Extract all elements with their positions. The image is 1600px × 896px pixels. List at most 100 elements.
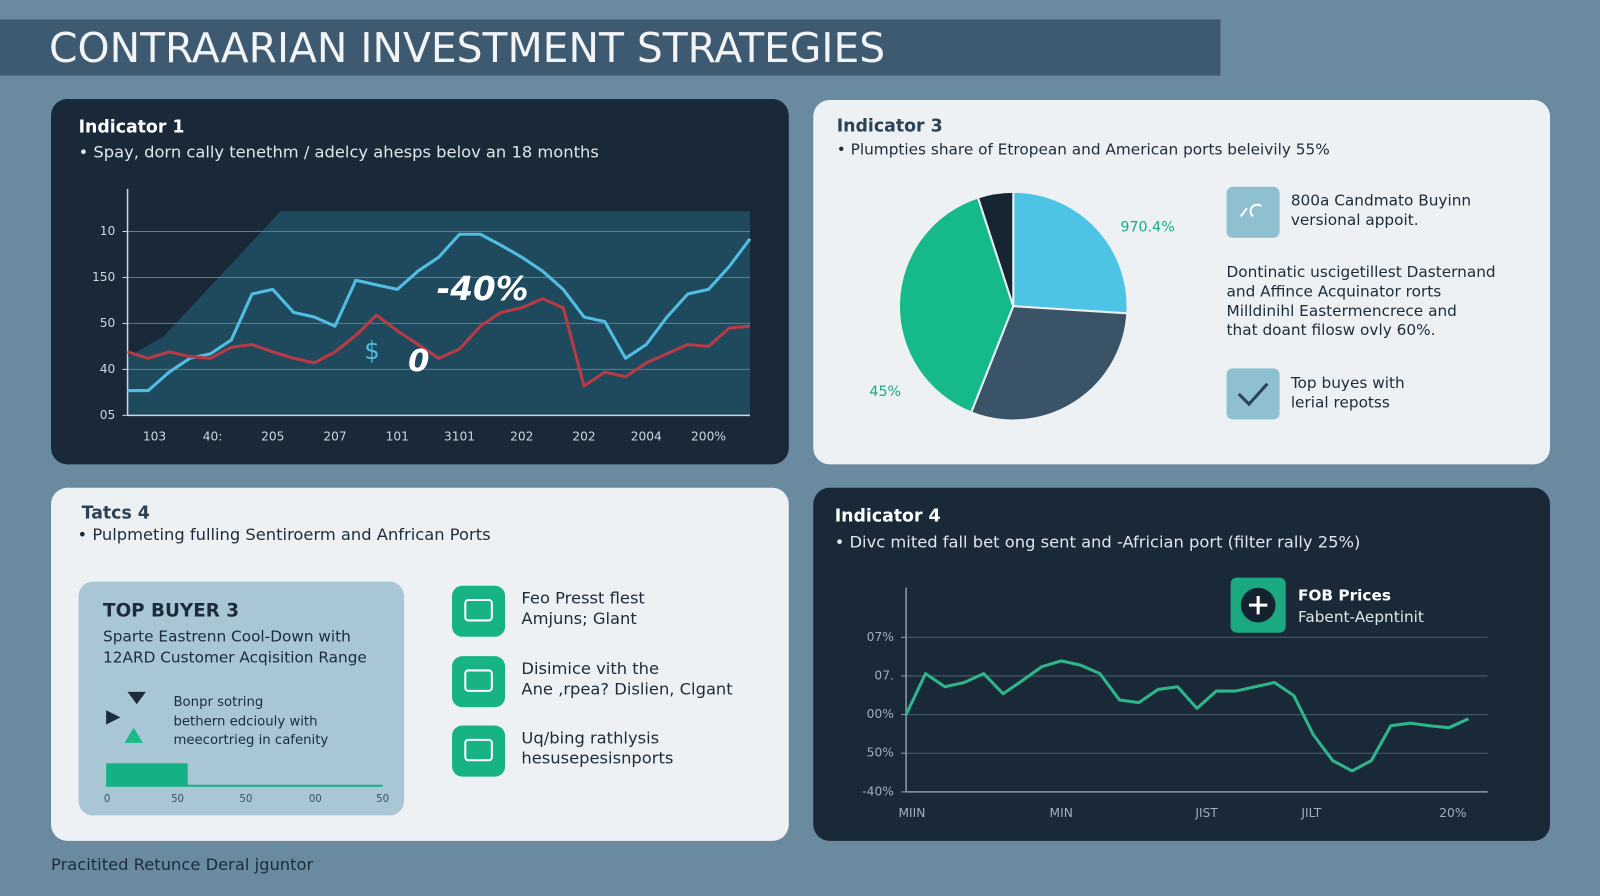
y-tick-label: 07. — [874, 668, 893, 682]
line-series — [127, 232, 752, 393]
pie-label: 45% — [869, 384, 901, 400]
item-text: Disimice vith the — [521, 659, 659, 678]
x-tick-label: MIN — [1050, 806, 1073, 820]
scale-label: 50 — [376, 794, 389, 805]
legend-label: FOB Prices — [1298, 586, 1391, 604]
item-icon — [452, 585, 506, 637]
panel-title: Tatcs 4 — [82, 503, 150, 523]
icon-glyph — [1240, 203, 1262, 218]
page-title: CONTRAARIAN INVESTMENT STRATEGIES — [49, 24, 885, 72]
line-series — [127, 297, 751, 388]
item-text: 800a Candmato Buyinn — [1291, 192, 1471, 210]
card-title: TOP BUYER 3 — [103, 600, 239, 621]
scale-label: 50 — [239, 794, 252, 805]
panel-title: Indicator 4 — [835, 506, 941, 526]
legend-note: Fabent-Aepntinit — [1298, 608, 1424, 626]
x-tick-label: 103 — [143, 429, 166, 443]
card — [78, 581, 405, 816]
item-text: versional appoit. — [1291, 211, 1419, 229]
pie-chart — [898, 190, 1129, 422]
item-icon-glyph — [464, 738, 493, 762]
y-tick-label: 10 — [100, 224, 116, 238]
x-tick-label: 202 — [572, 429, 595, 443]
x-tick-label: 40: — [203, 429, 223, 443]
item-text: Milldinihl Eastermencrece and — [1227, 302, 1457, 320]
icon — [127, 691, 146, 705]
x-tick-label: JILT — [1300, 806, 1321, 820]
item-text: that doant filosw ovly 60%. — [1227, 321, 1436, 339]
panel-subtitle: • Plumpties share of Etropean and Americ… — [837, 141, 1330, 159]
panel-subtitle: • Pulpmeting fulling Sentiroerm and Anfr… — [78, 525, 491, 544]
card-note: Bonpr sotring — [173, 695, 263, 710]
item-text: Amjuns; Glant — [521, 609, 636, 628]
pie-slice — [969, 305, 1129, 422]
y-tick-label: 40 — [100, 362, 116, 376]
panel-subtitle: • Spay, dorn cally tenethm / adelcy ahes… — [79, 143, 599, 162]
progress-bar — [106, 763, 188, 786]
y-tick-label: 00% — [867, 707, 894, 721]
item-text: Feo Presst flest — [521, 589, 644, 608]
x-tick-label: 3101 — [444, 429, 475, 443]
y-tick-label: -40% — [862, 784, 894, 798]
panel-subtitle: • Divc mited fall bet ong sent and -Afri… — [835, 532, 1361, 551]
item-text: Dontinatic uscigetillest Dasternand — [1227, 263, 1496, 281]
chart-1: 05 40 50 150 10 103 40: 205 207 101 3101 202 202 2004… — [92, 188, 752, 443]
annotation: $ — [364, 336, 380, 365]
item-text: Uq/bing rathlysis — [521, 728, 659, 747]
pie-slice — [1012, 190, 1129, 315]
x-tick-label: 202 — [510, 429, 533, 443]
x-tick-label: 20% — [1439, 806, 1466, 820]
progress-scale: 0 50 50 00 50 — [104, 794, 389, 805]
x-tick-label: 205 — [261, 429, 284, 443]
icon — [1226, 368, 1280, 420]
footer: Pracitited Retunce Deral jguntor — [51, 855, 314, 874]
icon — [1226, 186, 1280, 238]
item-text: Ane ,rpea? Dislien, Clgant — [521, 679, 732, 698]
scale-label: 00 — [309, 794, 322, 805]
x-tick-label: 101 — [386, 429, 409, 443]
item-icon — [452, 656, 506, 708]
scale-label: 50 — [171, 794, 184, 805]
item-icon-glyph — [464, 599, 493, 622]
panel-title: Indicator 1 — [79, 118, 185, 138]
card-note: bethern edciouly with — [173, 714, 317, 729]
icon — [124, 727, 143, 743]
line-series — [904, 659, 1470, 773]
item-text: lerial repotss — [1291, 394, 1390, 412]
pie-slice — [976, 190, 1015, 307]
legend-icon-glyph — [1248, 595, 1268, 615]
card-text: 12ARD Customer Acqisition Range — [103, 649, 367, 667]
y-tick-label: 05 — [100, 408, 116, 422]
x-tick-label: MIIN — [898, 806, 925, 820]
item-text: Top buyes with — [1290, 374, 1405, 392]
x-tick-label: 2004 — [631, 429, 662, 443]
item-icon-glyph — [464, 669, 493, 692]
card-note: meecortrieg in cafenity — [173, 733, 328, 748]
y-tick-label: 50% — [867, 746, 894, 760]
icon — [106, 710, 121, 725]
area-background — [127, 211, 750, 416]
panel — [813, 487, 1550, 841]
chart-4: -40% 50% 00% 07. 07% MIIN MIN JIST JILT 20% — [862, 587, 1488, 820]
annotation: 0 — [408, 344, 429, 379]
x-tick-label: 207 — [323, 429, 346, 443]
x-tick-label: 200% — [691, 429, 726, 443]
y-tick-label: 50 — [100, 316, 116, 330]
scale-label: 0 — [104, 794, 110, 805]
icon-glyph — [1237, 382, 1269, 407]
pie-slice — [898, 196, 1015, 414]
card-text: Sparte Eastrenn Cool-Down with — [103, 627, 351, 645]
item-text: hesusepesisnports — [521, 749, 673, 768]
y-tick-label: 150 — [92, 270, 115, 284]
item-text: and Affince Acquinator rorts — [1227, 282, 1442, 300]
pie-label: 970.4% — [1120, 220, 1174, 236]
x-tick-label: JIST — [1194, 806, 1218, 820]
panel-title: Indicator 3 — [837, 117, 943, 137]
item-icon — [452, 725, 506, 777]
y-tick-label: 07% — [867, 630, 894, 644]
annotation: -40% — [437, 270, 529, 308]
